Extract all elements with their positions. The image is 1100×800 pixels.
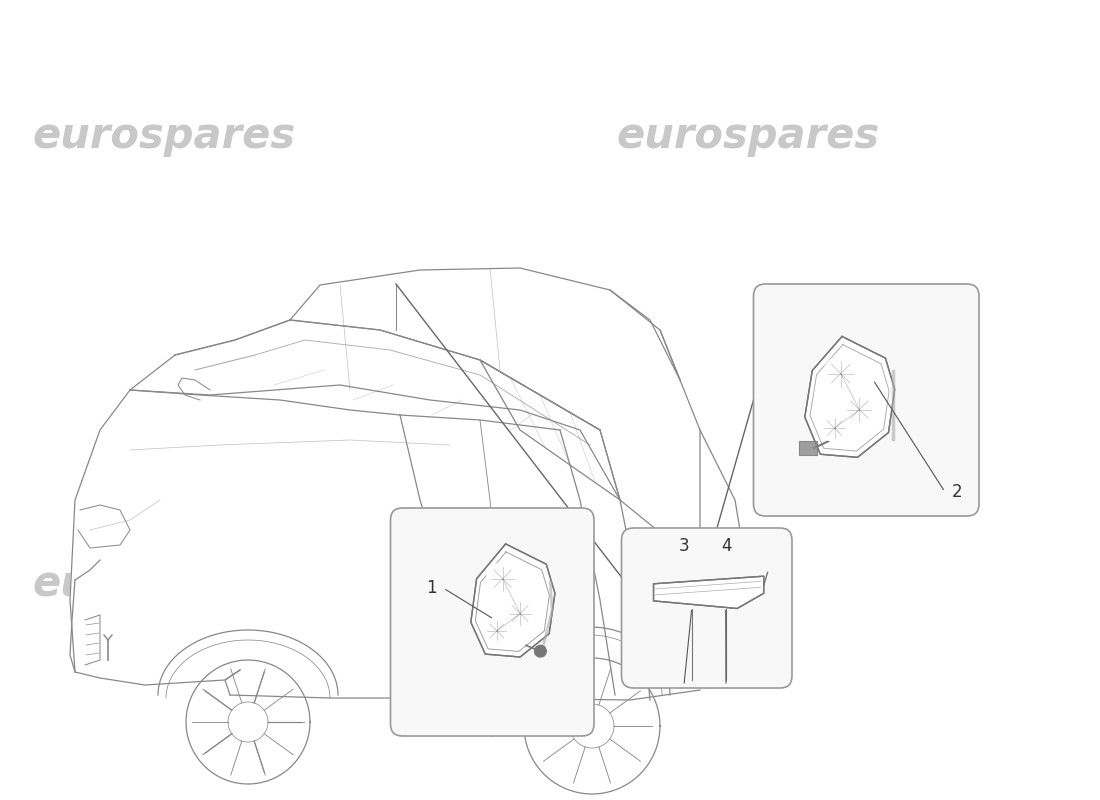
Text: eurospares: eurospares — [33, 563, 296, 605]
Circle shape — [844, 394, 876, 426]
Polygon shape — [653, 576, 763, 609]
FancyBboxPatch shape — [754, 284, 979, 516]
Circle shape — [484, 618, 509, 644]
FancyBboxPatch shape — [621, 528, 792, 688]
Polygon shape — [471, 544, 554, 657]
Circle shape — [824, 356, 858, 391]
Circle shape — [821, 414, 848, 442]
Circle shape — [505, 598, 536, 629]
Text: eurospares: eurospares — [33, 115, 296, 157]
Polygon shape — [805, 337, 894, 458]
Text: 1: 1 — [426, 579, 437, 597]
Text: 3: 3 — [679, 537, 690, 554]
FancyBboxPatch shape — [390, 508, 594, 736]
Circle shape — [535, 646, 547, 657]
Text: eurospares: eurospares — [506, 563, 769, 605]
Polygon shape — [799, 441, 817, 455]
Text: eurospares: eurospares — [616, 115, 879, 157]
Polygon shape — [70, 320, 725, 700]
Text: 2: 2 — [952, 483, 962, 501]
Circle shape — [486, 562, 519, 595]
Text: 4: 4 — [720, 537, 732, 554]
